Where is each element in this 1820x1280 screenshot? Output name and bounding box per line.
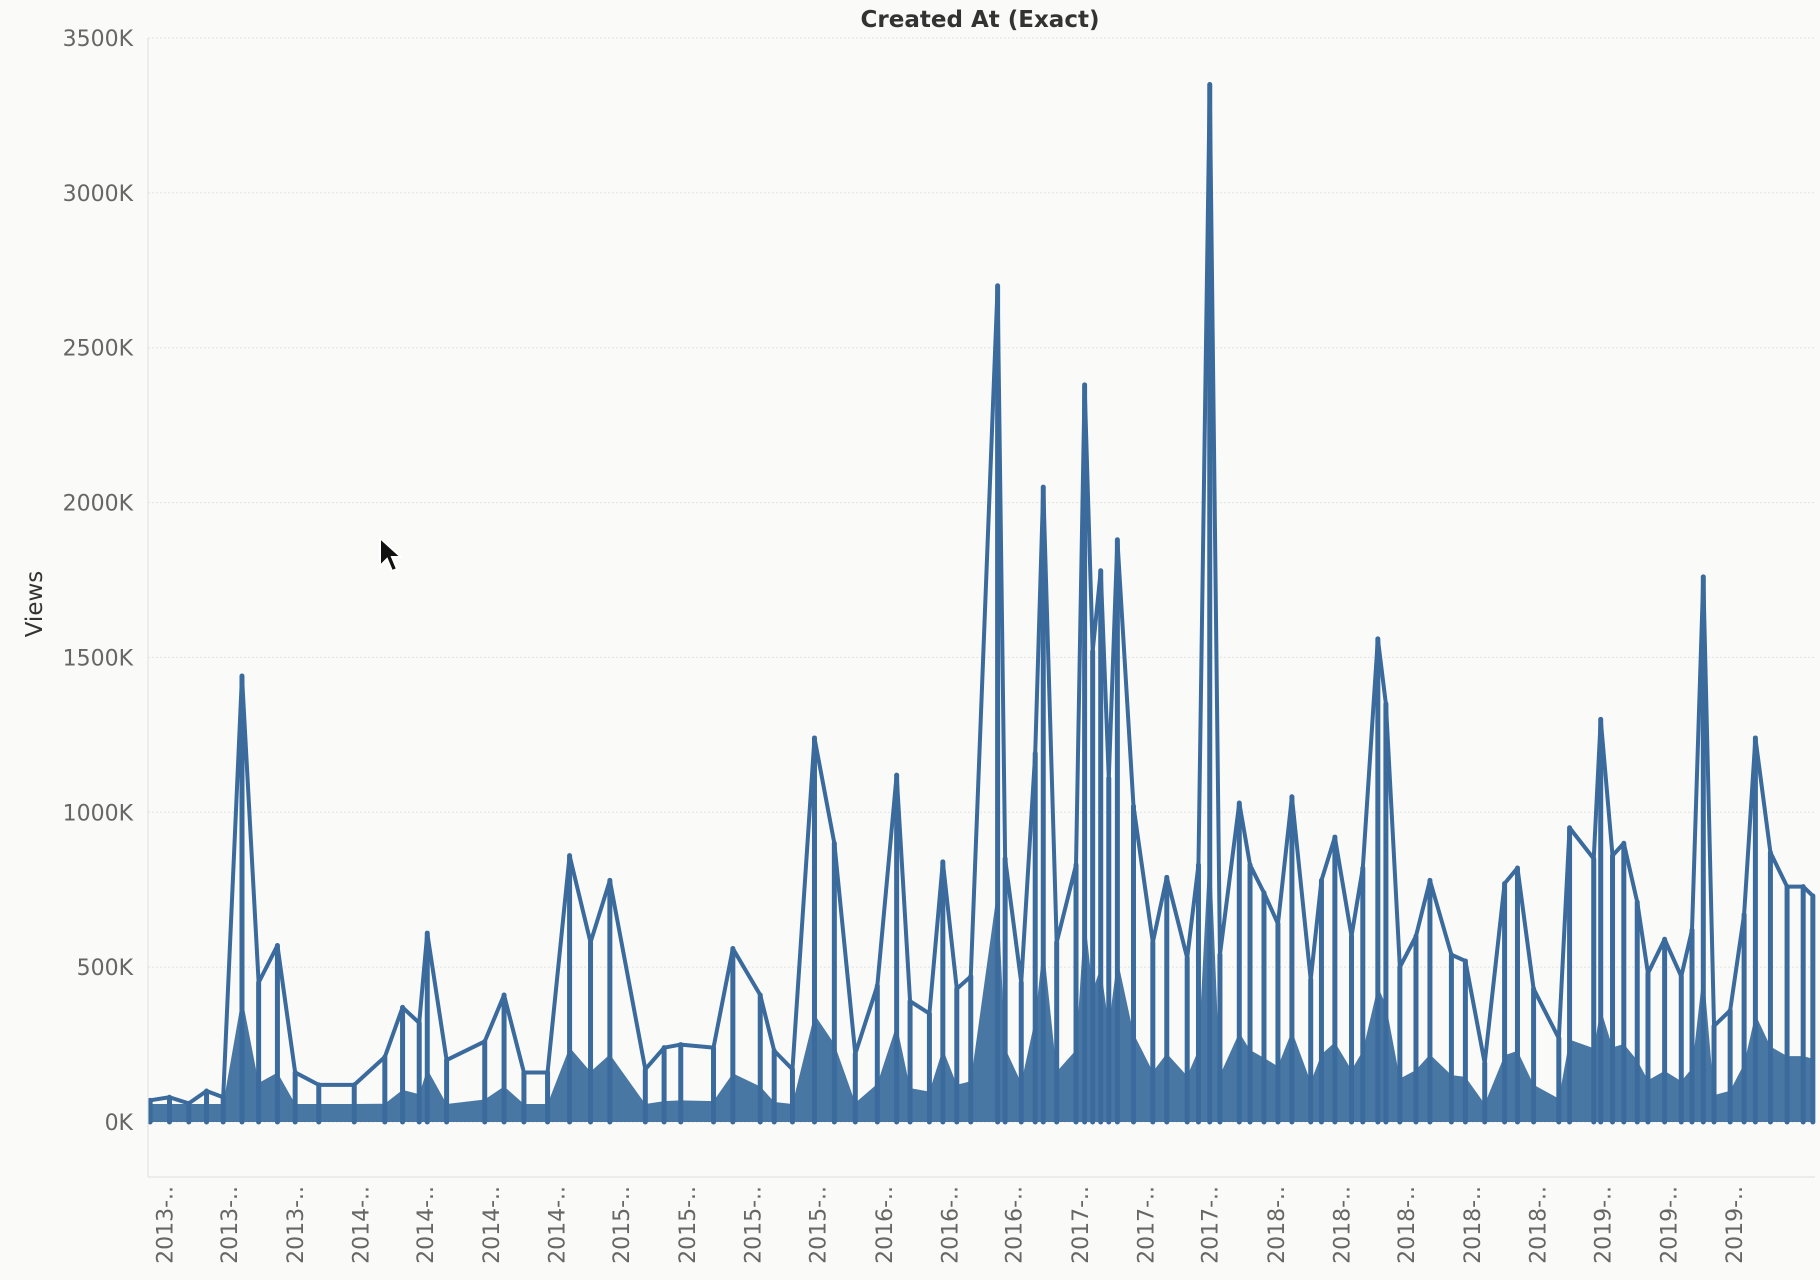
x-tick-label: 2015-.. [610, 1186, 635, 1264]
x-tick-label: 2018-.. [1265, 1186, 1290, 1264]
y-tick-label: 3000K [63, 182, 134, 207]
x-tick-label: 2018-.. [1461, 1186, 1486, 1264]
x-tick-label: 2015-.. [807, 1186, 832, 1264]
y-tick-label: 2000K [63, 492, 134, 517]
y-axis-label: Views [22, 571, 48, 638]
x-tick-label: 2013-.. [154, 1186, 179, 1264]
x-tick-label: 2017-.. [1069, 1186, 1094, 1264]
x-tick-label: 2014-.. [546, 1186, 571, 1264]
x-tick-label: 2016-.. [1003, 1186, 1028, 1264]
x-tick-label: 2017-.. [1199, 1186, 1224, 1264]
x-tick-label: 2016-.. [938, 1186, 963, 1264]
x-tick-label: 2017-.. [1134, 1186, 1159, 1264]
x-tick-label: 2014-.. [414, 1186, 439, 1264]
y-tick-label: 3500K [63, 27, 134, 52]
x-axis-ticks: 2013-.. 2013-.. 2013-.. 2014-.. 2014-.. 2014-… [154, 1186, 1748, 1264]
mouse-cursor-icon [379, 535, 404, 573]
x-tick-label: 2013-.. [284, 1186, 309, 1264]
x-tick-label: 2019-.. [1657, 1186, 1682, 1264]
x-tick-label: 2016-.. [873, 1186, 898, 1264]
x-tick-label: 2014-.. [480, 1186, 505, 1264]
x-tick-label: 2013-.. [218, 1186, 243, 1264]
y-tick-label: 1000K [63, 801, 134, 826]
x-tick-label: 2019-.. [1723, 1186, 1748, 1264]
y-tick-label: 1500K [63, 646, 134, 671]
x-tick-label: 2018-.. [1526, 1186, 1551, 1264]
y-tick-label: 500K [77, 956, 134, 981]
x-tick-label: 2014-.. [350, 1186, 375, 1264]
gridlines [148, 37, 1815, 1123]
chart-title: Created At (Exact) [861, 7, 1100, 33]
x-tick-label: 2019-.. [1591, 1186, 1616, 1264]
x-tick-label: 2018-.. [1395, 1186, 1420, 1264]
y-tick-label: 2500K [63, 337, 134, 362]
y-tick-label: 0K [105, 1111, 134, 1136]
x-tick-label: 2018-.. [1330, 1186, 1355, 1264]
x-tick-label: 2015-.. [676, 1186, 701, 1264]
series-area [147, 81, 1816, 1125]
x-tick-label: 2015-.. [742, 1186, 767, 1264]
y-axis-ticks: 0K 500K 1000K 1500K 2000K 2500K 3000K 3500K [63, 27, 134, 1136]
series-line-0 [148, 82, 1815, 1106]
